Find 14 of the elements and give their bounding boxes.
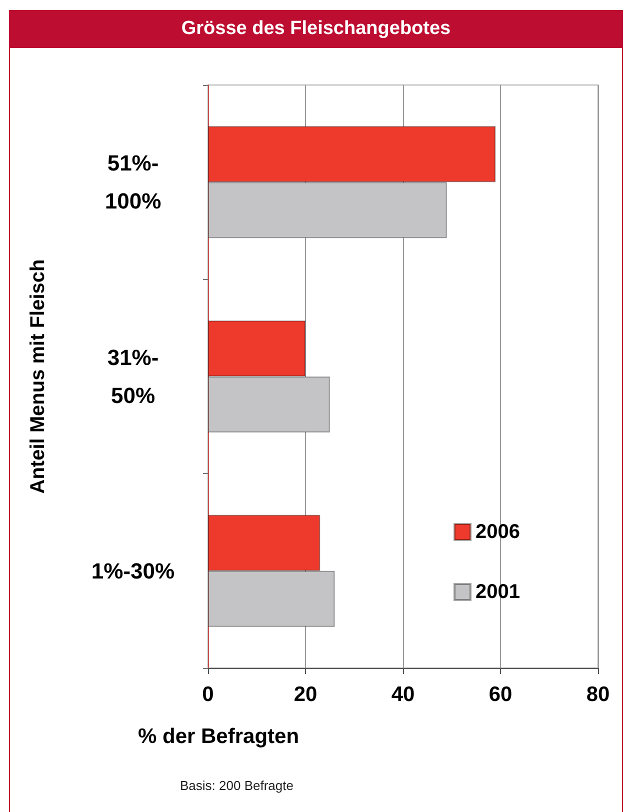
x-axis-title: % der Befragten [138, 725, 300, 748]
chart-title: Grösse des Fleischangebotes [9, 10, 623, 48]
x-tick-label: 60 [488, 683, 512, 706]
y-tick-label: 51%- 100% [104, 150, 162, 214]
x-tick-label: 80 [586, 683, 610, 706]
legend-label: 2001 [476, 581, 520, 603]
x-tick-label: 20 [294, 683, 318, 706]
y-tick-label: 1%-30% [91, 558, 175, 584]
x-tick-label: 0 [202, 683, 214, 706]
legend-label: 2006 [476, 521, 520, 543]
y-tick-label: 31%- 50% [107, 345, 159, 408]
x-tick-label: 40 [391, 683, 415, 706]
text: Basis: 200 Befragte [180, 778, 294, 793]
y-axis-title: Anteil Menus mit Fleisch [27, 259, 49, 494]
